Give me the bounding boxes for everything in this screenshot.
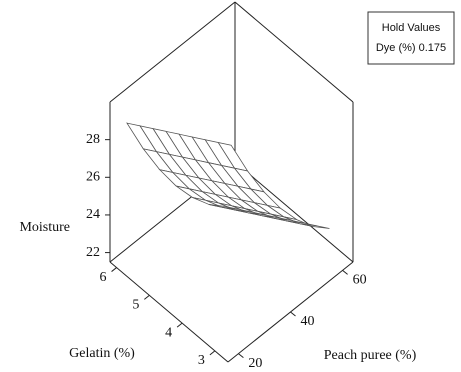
x-tick-label: 5 <box>132 298 139 313</box>
axis-line <box>234 161 354 263</box>
x-tick <box>144 294 150 300</box>
z-tick-label: 26 <box>86 170 100 185</box>
surface-cell <box>208 204 239 210</box>
y-tick <box>342 269 348 275</box>
y-axis-label: Peach puree (%) <box>324 348 417 363</box>
z-tick-label: 28 <box>86 132 100 147</box>
y-tick <box>238 353 244 359</box>
x-tick <box>209 350 216 356</box>
x-tick <box>176 322 183 328</box>
z-axis-label: Moisture <box>19 220 70 235</box>
x-tick <box>111 267 117 272</box>
z-tick-label: 24 <box>86 207 100 222</box>
y-tick <box>290 311 296 317</box>
y-tick-label: 40 <box>301 314 315 329</box>
z-tick-label: 22 <box>86 245 100 260</box>
x-tick-label: 4 <box>165 325 172 340</box>
axis-line <box>109 261 229 363</box>
x-tick-label: 3 <box>198 353 205 368</box>
axis-line <box>109 1 236 103</box>
hold-values-title: Hold Values <box>382 22 441 34</box>
hold-value-number: 0.175 <box>419 42 447 54</box>
x-axis-label: Gelatin (%) <box>69 346 135 361</box>
y-tick-label: 20 <box>248 356 262 371</box>
y-tick-label: 60 <box>353 273 367 288</box>
hold-value-name: Dye (%) <box>376 42 416 54</box>
x-tick-label: 6 <box>100 270 107 285</box>
axis-line <box>234 1 354 103</box>
hold-value: Dye (%) 0.175 <box>376 42 446 54</box>
hold-values-box <box>367 11 455 65</box>
